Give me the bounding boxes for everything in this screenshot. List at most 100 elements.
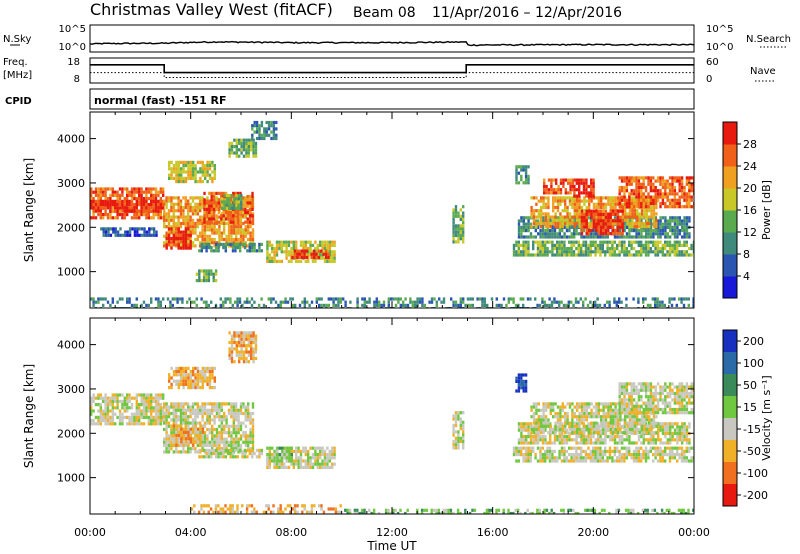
heatmap-cell: [208, 421, 211, 425]
heatmap-cell: [199, 234, 202, 238]
heatmap-cell: [609, 212, 612, 216]
heatmap-cell: [283, 456, 286, 460]
heatmap-cell: [126, 406, 129, 410]
heatmap-cell: [165, 418, 168, 422]
heatmap-cell: [190, 300, 194, 304]
heatmap-cell: [206, 411, 209, 416]
heatmap-cell: [140, 203, 143, 207]
heatmap-cell: [539, 253, 542, 257]
heatmap-cell: [640, 250, 643, 254]
heatmap-cell: [242, 212, 245, 216]
heatmap-cell: [236, 303, 239, 307]
heatmap-cell: [283, 453, 286, 457]
heatmap-cell: [116, 199, 119, 203]
heatmap-cell: [121, 307, 124, 308]
heatmap-cell: [162, 187, 165, 191]
heatmap-cell: [299, 453, 303, 457]
heatmap-cell: [230, 347, 234, 351]
heatmap-cell: [673, 240, 676, 244]
heatmap-cell: [102, 303, 105, 307]
heatmap-cell: [163, 415, 166, 419]
heatmap-cell: [225, 424, 228, 428]
heatmap-cell: [220, 206, 224, 210]
heatmap-cell: [165, 424, 168, 428]
heatmap-cell: [252, 145, 255, 149]
heatmap-cell: [309, 446, 312, 450]
heatmap-cell: [172, 450, 175, 454]
heatmap-cell: [542, 202, 545, 206]
heatmap-cell: [276, 446, 279, 450]
heatmap-cell: [187, 418, 190, 422]
heatmap-cell: [540, 196, 543, 200]
heatmap-cell: [578, 225, 581, 229]
heatmap-cell: [250, 297, 254, 301]
heatmap-cell: [650, 205, 653, 210]
heatmap-cell: [250, 344, 253, 348]
heatmap-cell: [590, 188, 593, 192]
heatmap-cell: [201, 424, 205, 428]
heatmap-cell: [182, 160, 185, 164]
heatmap-cell: [177, 373, 180, 377]
heatmap-cell: [649, 247, 652, 251]
heatmap-cell: [225, 415, 228, 419]
heatmap-cell: [167, 231, 171, 235]
heatmap-cell: [291, 303, 294, 307]
heatmap-cell: [188, 297, 191, 301]
heatmap-cell: [201, 234, 204, 238]
heatmap-cell: [631, 225, 634, 229]
heatmap-cell: [692, 300, 694, 304]
heatmap-cell: [671, 182, 674, 186]
heatmap-cell: [258, 242, 261, 246]
heatmap-cell: [659, 225, 662, 229]
heatmap-cell: [172, 209, 175, 213]
heatmap-cell: [611, 253, 614, 257]
heatmap-cell: [602, 219, 605, 223]
heatmap-cell: [291, 307, 294, 308]
heatmap-cell: [184, 164, 188, 168]
heatmap-cell: [332, 303, 335, 307]
heatmap-cell: [177, 160, 180, 164]
heatmap-cell: [163, 421, 166, 425]
heatmap-cell: [447, 307, 450, 308]
heatmap-cell: [106, 396, 110, 400]
heatmap-cell: [683, 243, 686, 247]
heatmap-cell: [541, 247, 544, 251]
heatmap-cell: [231, 249, 235, 253]
heatmap-cell: [208, 370, 212, 374]
heatmap-cell: [107, 227, 110, 231]
heatmap-cell: [279, 303, 282, 307]
heatmap-cell: [628, 195, 631, 199]
heatmap-cell: [218, 241, 221, 245]
heatmap-cell: [562, 181, 565, 185]
heatmap-cell: [236, 246, 239, 250]
heatmap-cell: [545, 191, 548, 195]
heatmap-cell: [106, 197, 110, 201]
heatmap-cell: [142, 197, 146, 201]
heatmap-cell: [165, 202, 168, 206]
heatmap-cell: [573, 188, 576, 192]
heatmap-cell: [671, 216, 674, 220]
heatmap-cell: [478, 307, 482, 308]
heatmap-cell: [599, 247, 602, 251]
heatmap-cell: [126, 230, 129, 234]
heatmap-cell: [245, 356, 248, 361]
heatmap-cell: [107, 230, 110, 234]
heatmap-cell: [574, 300, 578, 304]
heatmap-cell: [250, 334, 253, 338]
heatmap-cell: [114, 412, 117, 416]
heatmap-cell: [182, 405, 185, 409]
heatmap-cell: [215, 241, 219, 245]
heatmap-cell: [643, 225, 646, 229]
heatmap-cell: [208, 173, 212, 177]
heatmap-cell: [295, 449, 298, 453]
heatmap-cell: [210, 455, 213, 459]
heatmap-cell: [542, 205, 545, 210]
heatmap-cell: [323, 456, 327, 460]
heatmap-cell: [688, 205, 691, 209]
heatmap-cell: [242, 148, 246, 152]
heatmap-cell: [520, 229, 523, 233]
heatmap-cell: [326, 243, 329, 247]
heatmap-cell: [267, 297, 270, 301]
heatmap-cell: [203, 242, 206, 246]
